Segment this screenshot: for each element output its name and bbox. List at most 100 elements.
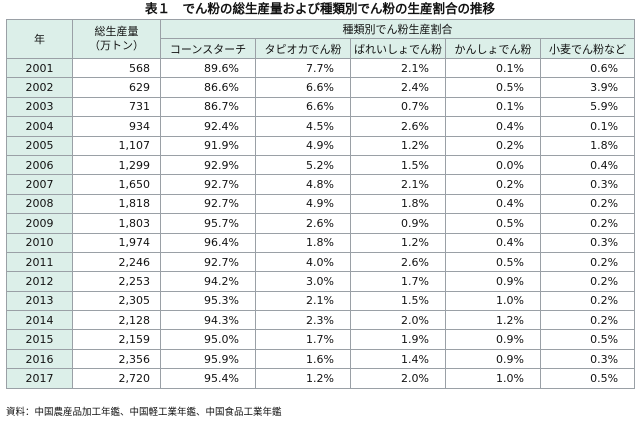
starch-production-table: 年 総生産量 （万トン） 種類別でん粉生産割合 コーンスターチ タピオカでん粉 … (6, 19, 636, 389)
year-cell: 2014 (6, 310, 73, 331)
total-cell: 934 (72, 116, 161, 137)
table-row: 2002 629 86.6% 6.6% 2.4% 0.5% 3.9% (6, 77, 636, 98)
share-cell: 0.5% (539, 368, 636, 389)
share-cell: 0.7% (350, 96, 446, 118)
share-cell: 1.2% (350, 135, 446, 156)
share-cell: 91.9% (160, 135, 256, 156)
total-cell: 2,356 (72, 348, 161, 370)
share-cell: 5.9% (539, 96, 636, 118)
year-cell: 2006 (6, 154, 73, 176)
header-type-tapioca: タピオカでん粉 (255, 38, 351, 59)
header-year: 年 (6, 19, 73, 59)
share-cell: 4.0% (255, 251, 351, 273)
share-cell: 5.2% (255, 154, 351, 176)
share-cell: 1.8% (539, 135, 636, 156)
year-cell: 2016 (6, 348, 73, 370)
total-cell: 2,720 (72, 368, 161, 389)
year-cell: 2017 (6, 368, 73, 389)
share-cell: 0.4% (539, 154, 636, 176)
year-cell: 2012 (6, 271, 73, 292)
share-cell: 0.9% (445, 348, 541, 370)
share-cell: 0.3% (539, 232, 636, 253)
share-cell: 0.0% (445, 154, 541, 176)
total-cell: 1,299 (72, 154, 161, 176)
share-cell: 1.9% (350, 329, 446, 350)
year-cell: 2005 (6, 135, 73, 156)
share-cell: 1.2% (255, 368, 351, 389)
share-cell: 0.5% (539, 329, 636, 350)
share-cell: 2.4% (350, 77, 446, 98)
table-row: 2017 2,720 95.4% 1.2% 2.0% 1.0% 0.5% (6, 368, 636, 389)
share-cell: 1.0% (445, 368, 541, 389)
total-cell: 731 (72, 96, 161, 118)
header-total: 総生産量 （万トン） (72, 19, 161, 59)
share-cell: 0.3% (539, 174, 636, 195)
share-cell: 1.5% (350, 154, 446, 176)
share-cell: 2.0% (350, 368, 446, 389)
share-cell: 2.6% (350, 116, 446, 137)
share-cell: 1.6% (255, 348, 351, 370)
total-cell: 1,650 (72, 174, 161, 195)
table-row: 2012 2,253 94.2% 3.0% 1.7% 0.9% 0.2% (6, 271, 636, 292)
share-cell: 92.7% (160, 174, 256, 195)
share-cell: 0.2% (539, 193, 636, 215)
total-cell: 1,974 (72, 232, 161, 253)
share-cell: 2.6% (255, 213, 351, 234)
share-cell: 0.9% (350, 213, 446, 234)
share-cell: 89.6% (160, 57, 256, 79)
share-cell: 92.9% (160, 154, 256, 176)
year-cell: 2007 (6, 174, 73, 195)
total-cell: 2,159 (72, 329, 161, 350)
share-cell: 0.2% (539, 213, 636, 234)
share-cell: 95.4% (160, 368, 256, 389)
share-cell: 1.2% (350, 232, 446, 253)
share-cell: 95.9% (160, 348, 256, 370)
share-cell: 94.3% (160, 310, 256, 331)
table-row: 2001 568 89.6% 7.7% 2.1% 0.1% 0.6% (6, 57, 636, 79)
year-cell: 2011 (6, 251, 73, 273)
total-cell: 2,253 (72, 271, 161, 292)
table-row: 2009 1,803 95.7% 2.6% 0.9% 0.5% 0.2% (6, 213, 636, 234)
share-cell: 4.9% (255, 135, 351, 156)
share-cell: 0.4% (445, 232, 541, 253)
table-row: 2011 2,246 92.7% 4.0% 2.6% 0.5% 0.2% (6, 251, 636, 273)
total-cell: 1,803 (72, 213, 161, 234)
header-group: 種類別でん粉生産割合 (159, 19, 636, 39)
share-cell: 1.0% (445, 290, 541, 312)
year-cell: 2003 (6, 96, 73, 118)
header-type-potato: ばれいしょでん粉 (350, 38, 446, 59)
share-cell: 7.7% (255, 57, 351, 79)
share-cell: 1.2% (445, 310, 541, 331)
share-cell: 0.2% (539, 290, 636, 312)
header-total-line1: 総生産量 (94, 25, 139, 38)
share-cell: 2.0% (350, 310, 446, 331)
share-cell: 2.3% (255, 310, 351, 331)
total-cell: 2,305 (72, 290, 161, 312)
share-cell: 2.1% (255, 290, 351, 312)
share-cell: 0.5% (445, 213, 541, 234)
share-cell: 4.9% (255, 193, 351, 215)
share-cell: 2.1% (350, 57, 446, 79)
share-cell: 1.8% (350, 193, 446, 215)
year-cell: 2010 (6, 232, 73, 253)
year-cell: 2015 (6, 329, 73, 350)
share-cell: 1.7% (350, 271, 446, 292)
share-cell: 1.8% (255, 232, 351, 253)
share-cell: 94.2% (160, 271, 256, 292)
table-row: 2003 731 86.7% 6.6% 0.7% 0.1% 5.9% (6, 96, 636, 118)
table-row: 2013 2,305 95.3% 2.1% 1.5% 1.0% 0.2% (6, 290, 636, 312)
share-cell: 6.6% (255, 77, 351, 98)
share-cell: 96.4% (160, 232, 256, 253)
table-row: 2016 2,356 95.9% 1.6% 1.4% 0.9% 0.3% (6, 348, 636, 370)
share-cell: 3.0% (255, 271, 351, 292)
share-cell: 4.5% (255, 116, 351, 137)
share-cell: 0.1% (539, 116, 636, 137)
year-cell: 2008 (6, 193, 73, 215)
share-cell: 95.0% (160, 329, 256, 350)
share-cell: 0.2% (539, 271, 636, 292)
year-cell: 2004 (6, 116, 73, 137)
share-cell: 0.9% (445, 271, 541, 292)
table-row: 2014 2,128 94.3% 2.3% 2.0% 1.2% 0.2% (6, 310, 636, 331)
share-cell: 1.4% (350, 348, 446, 370)
table-header: 年 総生産量 （万トン） 種類別でん粉生産割合 コーンスターチ タピオカでん粉 … (6, 19, 636, 59)
